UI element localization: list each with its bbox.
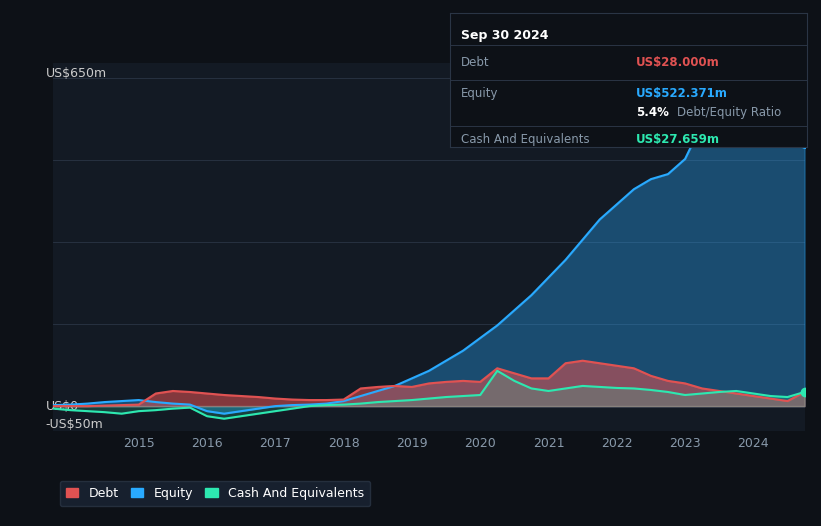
Text: US$28.000m: US$28.000m bbox=[635, 56, 719, 69]
Legend: Debt, Equity, Cash And Equivalents: Debt, Equity, Cash And Equivalents bbox=[60, 481, 370, 506]
Text: Debt: Debt bbox=[461, 56, 489, 69]
Text: Cash And Equivalents: Cash And Equivalents bbox=[461, 133, 589, 146]
Text: US$522.371m: US$522.371m bbox=[635, 87, 727, 100]
Text: Debt/Equity Ratio: Debt/Equity Ratio bbox=[677, 106, 781, 119]
Text: US$0: US$0 bbox=[46, 400, 79, 412]
Text: 5.4%: 5.4% bbox=[635, 106, 668, 119]
Text: Equity: Equity bbox=[461, 87, 498, 100]
Text: US$27.659m: US$27.659m bbox=[635, 133, 720, 146]
Text: US$650m: US$650m bbox=[46, 67, 107, 80]
Text: -US$50m: -US$50m bbox=[46, 418, 103, 431]
Text: Sep 30 2024: Sep 30 2024 bbox=[461, 29, 548, 42]
